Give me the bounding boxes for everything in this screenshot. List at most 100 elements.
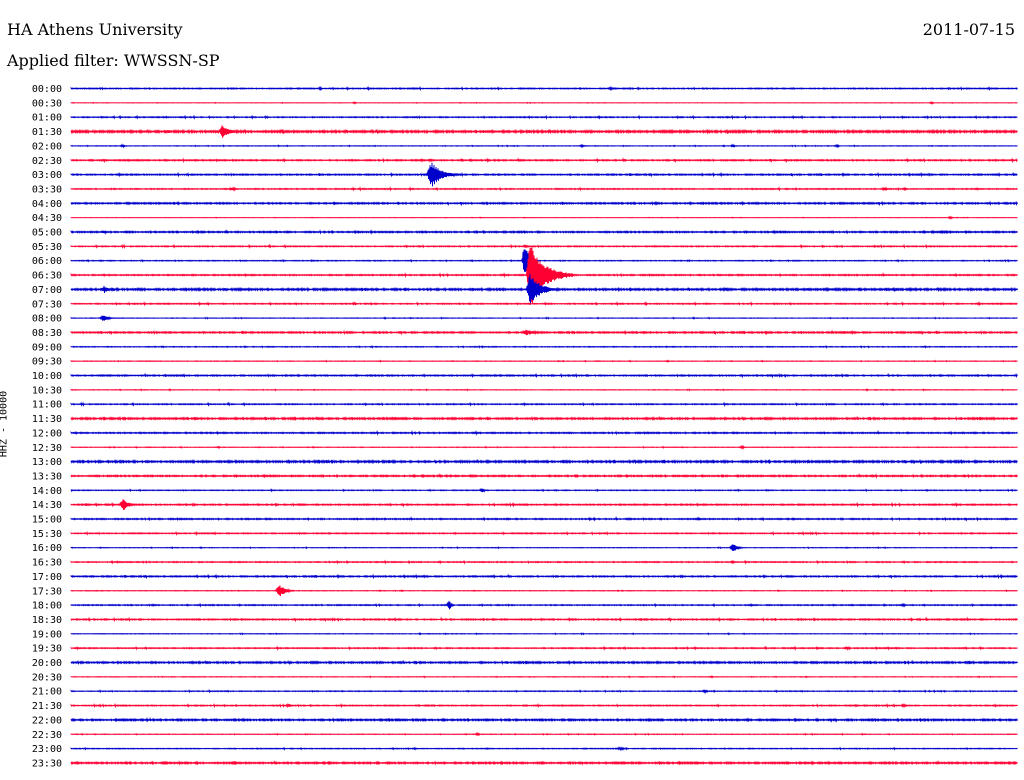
time-label: 16:30 [32, 558, 62, 569]
trace-line [70, 85, 1018, 92]
time-label: 13:00 [32, 457, 62, 468]
trace-line [70, 157, 1018, 164]
trace-line [70, 631, 1018, 636]
time-label: 14:00 [32, 486, 62, 497]
time-label: 23:00 [32, 744, 62, 755]
time-label: 12:00 [32, 428, 62, 439]
time-label: 07:00 [32, 285, 62, 296]
trace-line [70, 472, 1018, 479]
trace-line [70, 616, 1018, 623]
time-label: 02:30 [32, 156, 62, 167]
time-label: 13:30 [32, 471, 62, 482]
time-label: 17:00 [32, 572, 62, 583]
time-label: 14:30 [32, 500, 62, 511]
time-label: 09:00 [32, 342, 62, 353]
time-label: 12:30 [32, 443, 62, 454]
time-label: 06:30 [32, 271, 62, 282]
trace-line [70, 585, 1018, 597]
time-label: 21:00 [32, 687, 62, 698]
trace-line [70, 716, 1018, 723]
time-label: 20:30 [32, 672, 62, 683]
time-labels: 00:00 00:30 01:00 01:30 02:00 02:30 03:00 03:30… [32, 84, 62, 769]
time-label: 21:30 [32, 701, 62, 712]
trace-line [70, 573, 1018, 580]
trace-line [70, 200, 1018, 207]
trace-line [70, 344, 1018, 349]
seismic-traces [70, 85, 1018, 766]
time-label: 15:30 [32, 529, 62, 540]
trace-line [70, 702, 1018, 709]
trace-line [70, 329, 1018, 336]
trace-line [70, 243, 1018, 250]
time-label: 01:00 [32, 113, 62, 124]
trace-line [70, 760, 1018, 766]
trace-line [70, 162, 1018, 187]
trace-line [70, 100, 1018, 105]
record-date: 2011-07-15 [922, 20, 1015, 39]
trace-line [70, 401, 1018, 407]
time-label: 11:30 [32, 414, 62, 425]
time-label: 00:00 [32, 84, 62, 95]
trace-line [70, 429, 1018, 436]
trace-line [70, 659, 1018, 666]
time-label: 18:30 [32, 615, 62, 626]
trace-line [70, 143, 1018, 149]
trace-line [70, 488, 1018, 493]
time-label: 10:30 [32, 385, 62, 396]
time-label: 07:30 [32, 299, 62, 310]
time-label: 08:00 [32, 314, 62, 325]
time-label: 15:00 [32, 515, 62, 526]
time-label: 01:30 [32, 127, 62, 138]
time-label: 04:30 [32, 213, 62, 224]
time-label: 00:30 [32, 98, 62, 109]
time-label: 20:00 [32, 658, 62, 669]
time-label: 16:00 [32, 543, 62, 554]
time-label: 18:00 [32, 601, 62, 612]
trace-line [70, 359, 1018, 363]
trace-line [70, 114, 1018, 120]
trace-line [70, 688, 1018, 695]
trace-line [70, 745, 1018, 752]
time-label: 06:00 [32, 256, 62, 267]
time-label: 04:00 [32, 199, 62, 210]
time-label: 17:30 [32, 586, 62, 597]
trace-line [70, 249, 1018, 272]
time-label: 05:00 [32, 228, 62, 239]
filter-label: Applied filter: WWSSN-SP [7, 51, 220, 70]
time-label: 23:30 [32, 758, 62, 769]
time-label: 03:30 [32, 184, 62, 195]
time-label: 08:30 [32, 328, 62, 339]
time-label: 22:30 [32, 730, 62, 741]
time-label: 05:30 [32, 242, 62, 253]
trace-line [70, 544, 1018, 551]
trace-line [70, 515, 1018, 522]
station-title: HA Athens University [7, 20, 183, 39]
trace-line [70, 372, 1018, 379]
time-label: 09:30 [32, 357, 62, 368]
time-label: 10:00 [32, 371, 62, 382]
trace-line [70, 444, 1018, 450]
time-label: 22:00 [32, 715, 62, 726]
time-label: 02:00 [32, 141, 62, 152]
time-label: 11:00 [32, 400, 62, 411]
trace-line [70, 600, 1018, 610]
trace-line [70, 387, 1018, 392]
time-label: 19:00 [32, 629, 62, 640]
trace-line [70, 559, 1018, 565]
time-label: 03:00 [32, 170, 62, 181]
trace-line [70, 458, 1018, 465]
trace-line [70, 675, 1018, 679]
trace-line [70, 274, 1018, 305]
time-label: 19:30 [32, 644, 62, 655]
trace-line [70, 499, 1018, 511]
trace-line [70, 125, 1018, 138]
trace-line [70, 301, 1018, 307]
trace-line [70, 415, 1018, 422]
trace-line [70, 315, 1018, 321]
trace-line [70, 245, 1018, 305]
trace-line [70, 645, 1018, 652]
trace-line [70, 229, 1018, 235]
trace-line [70, 530, 1018, 537]
trace-line [70, 186, 1018, 192]
